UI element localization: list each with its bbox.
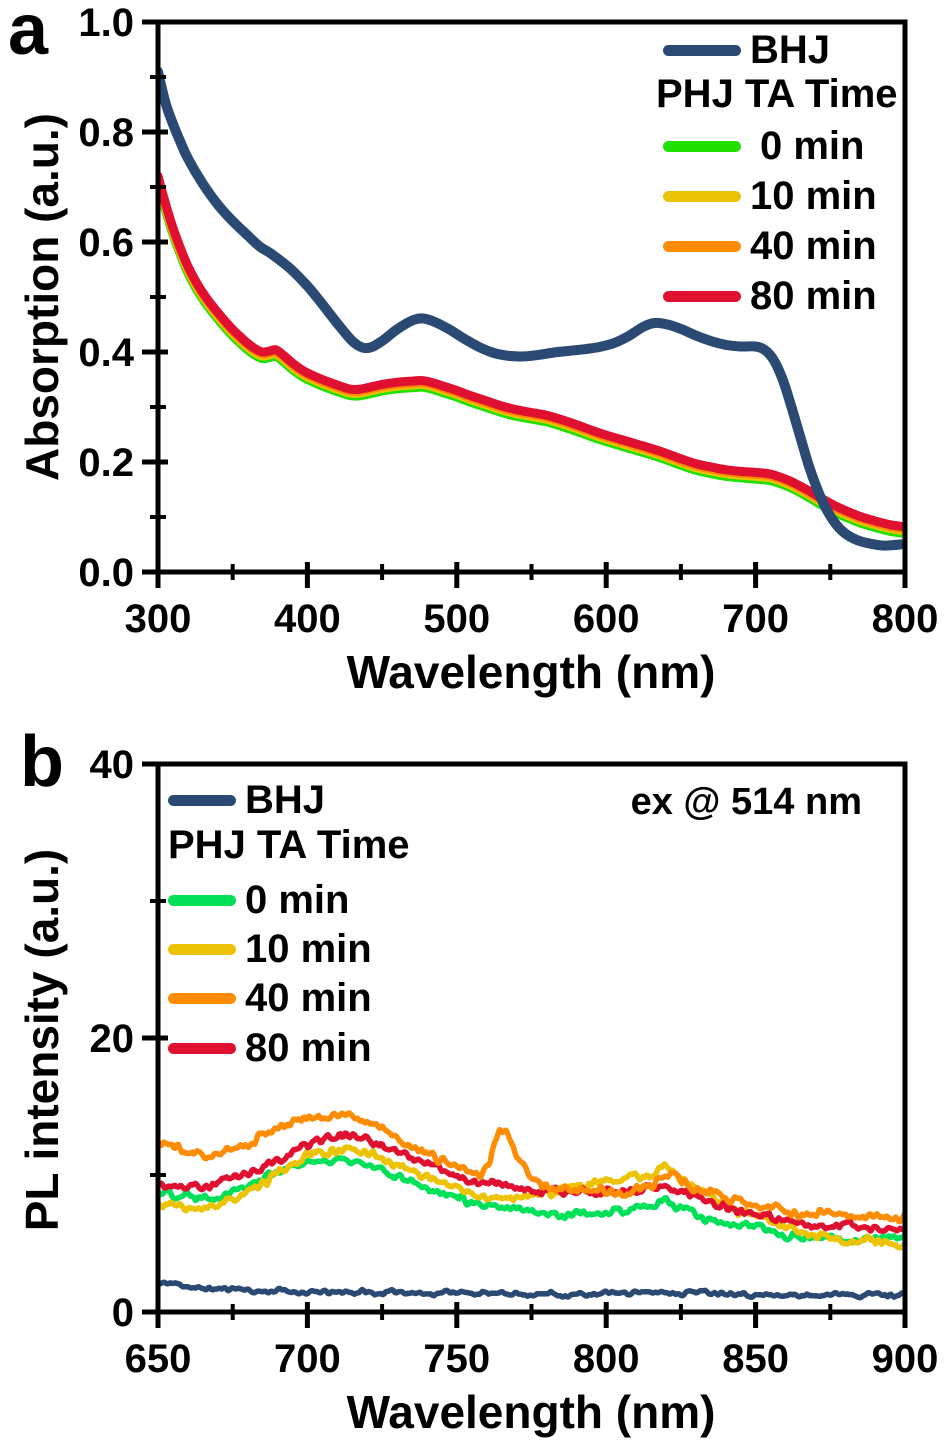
x-tick-label: 800 <box>573 1337 640 1381</box>
legend-label-0min: 0 min <box>245 878 350 922</box>
series-10-min-curve <box>158 1144 905 1251</box>
panel-a-curves <box>158 66 905 551</box>
legend-label-40min: 40 min <box>245 976 372 1020</box>
legend-label-10min: 10 min <box>750 174 877 218</box>
panel-a-y-axis-label: Absorption (a.u.) <box>16 113 68 481</box>
legend-label-80min: 80 min <box>750 274 877 318</box>
0min-line-swatch <box>168 894 236 906</box>
80min-line-swatch <box>168 1042 236 1054</box>
x-tick-label: 750 <box>423 1337 490 1381</box>
panel-a-legend-bhj: BHJ <box>663 26 830 74</box>
y-tick-label: 40 <box>90 743 135 787</box>
panel-b-legend-group-title: PHJ TA Time <box>168 823 410 867</box>
panel-a-legend-0min: 0 min <box>663 122 864 170</box>
panel-b-y-axis-label: PL intensity (a.u.) <box>16 848 68 1232</box>
y-tick-label: 0.6 <box>78 221 134 265</box>
legend-label-0min: 0 min <box>760 124 865 168</box>
panel-a-letter: a <box>8 0 49 70</box>
series-80-min-curve <box>158 1130 905 1234</box>
40min-line-swatch <box>168 992 236 1004</box>
panel-b-legend-40min: 40 min <box>168 974 372 1022</box>
excitation-annotation: ex @ 514 nm <box>630 781 862 823</box>
x-tick-label: 700 <box>274 1337 341 1381</box>
panel-b-letter: b <box>20 722 64 802</box>
panel-b-x-axis-label: Wavelength (nm) <box>346 1386 716 1438</box>
y-tick-label: 20 <box>90 1017 135 1061</box>
80min-line-swatch <box>663 290 741 302</box>
y-tick-label: 0.2 <box>78 441 134 485</box>
panel-b-legend-0min: 0 min <box>168 876 349 924</box>
legend-label-bhj: BHJ <box>750 28 831 72</box>
y-tick-label: 0 <box>112 1291 134 1335</box>
panel-b-legend-bhj: BHJ <box>168 776 325 824</box>
y-tick-label: 0.0 <box>78 551 134 595</box>
panel-b-curves <box>158 1110 905 1301</box>
panel-a-x-axis-label: Wavelength (nm) <box>346 646 716 698</box>
legend-label-bhj: BHJ <box>245 778 326 822</box>
legend-label-10min: 10 min <box>245 927 372 971</box>
40min-line-swatch <box>663 240 741 252</box>
series-bhj-curve <box>158 66 905 551</box>
x-tick-label: 400 <box>274 597 341 641</box>
10min-line-swatch <box>663 190 741 202</box>
x-tick-label: 700 <box>722 597 789 641</box>
legend-label-40min: 40 min <box>750 224 877 268</box>
x-tick-label: 850 <box>722 1337 789 1381</box>
panel-a-legend-group-title: PHJ TA Time <box>656 72 898 116</box>
x-tick-label: 500 <box>423 597 490 641</box>
panel-a-legend-10min: 10 min <box>663 172 877 220</box>
panel-a-legend-40min: 40 min <box>663 222 877 270</box>
bhj-line-swatch <box>168 794 236 806</box>
y-tick-label: 0.4 <box>78 331 134 375</box>
legend-label-80min: 80 min <box>245 1026 372 1070</box>
y-tick-label: 0.8 <box>78 111 134 155</box>
x-tick-label: 800 <box>872 597 939 641</box>
series-80-min-curve <box>158 171 905 532</box>
x-tick-label: 900 <box>872 1337 939 1381</box>
x-tick-label: 300 <box>125 597 192 641</box>
panel-a-legend-80min: 80 min <box>663 272 877 320</box>
0min-line-swatch <box>663 140 741 152</box>
panel-b-legend-10min: 10 min <box>168 925 372 973</box>
x-tick-label: 650 <box>125 1337 192 1381</box>
bhj-line-swatch <box>663 44 741 56</box>
y-tick-label: 1.0 <box>78 1 134 45</box>
panel-b-legend-80min: 80 min <box>168 1024 372 1072</box>
series-40-min-curve <box>158 1110 905 1225</box>
10min-line-swatch <box>168 943 236 955</box>
x-tick-label: 600 <box>573 597 640 641</box>
series-bhj-curve <box>158 1279 905 1301</box>
